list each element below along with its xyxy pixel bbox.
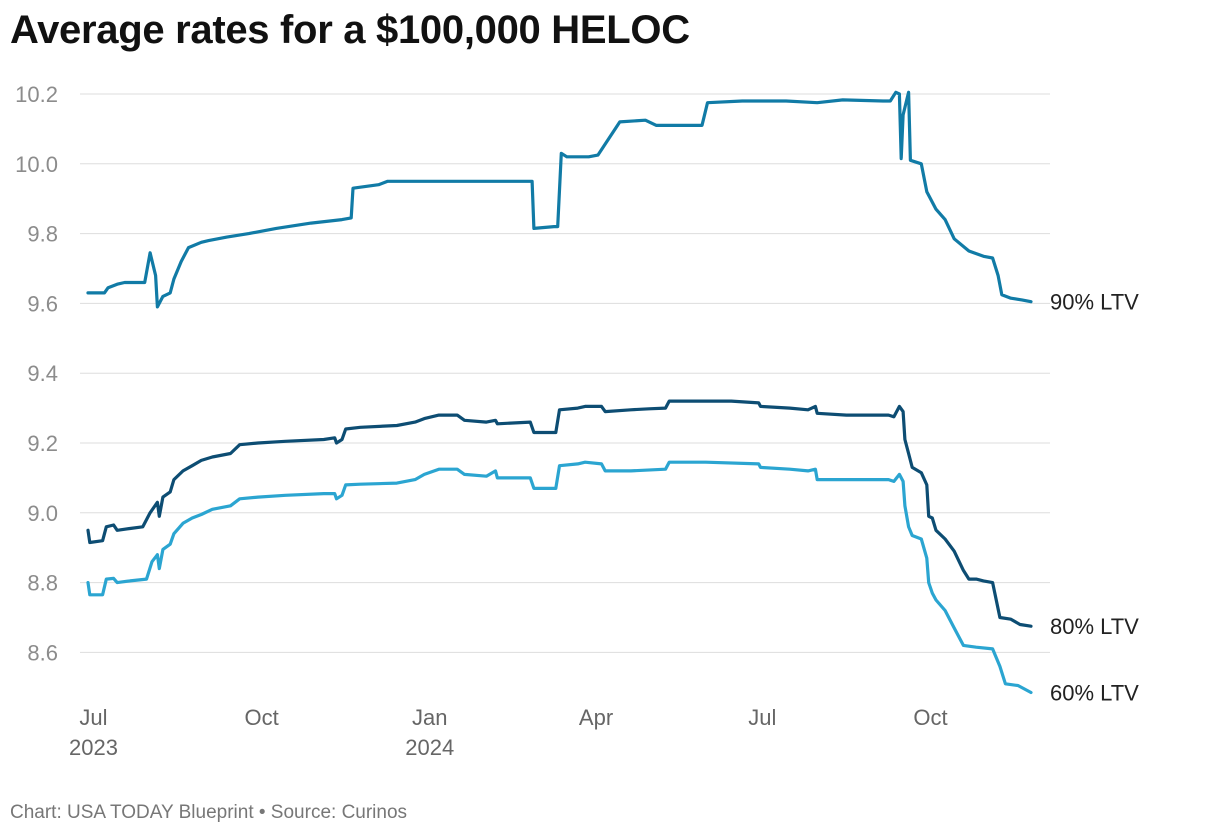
x-tick-label: Oct <box>913 705 947 730</box>
series-line-80-ltv <box>86 399 1033 628</box>
series-label: 80% LTV <box>1050 614 1139 639</box>
x-tick-year-label: 2023 <box>69 735 118 760</box>
x-axis-ticks: Jul 2023 Oct Jan 2024 Apr Jul Oct <box>69 705 948 760</box>
x-tick-label: Apr <box>579 705 613 730</box>
chart-source-footer: Chart: USA TODAY Blueprint • Source: Cur… <box>10 802 408 823</box>
y-tick-label: 10.2 <box>15 82 58 107</box>
chart-title: Average rates for a $100,000 HELOC <box>10 8 690 52</box>
x-tick-label: Oct <box>244 705 278 730</box>
y-tick-label: 9.2 <box>27 431 58 456</box>
series-label: 90% LTV <box>1050 290 1139 315</box>
y-tick-label: 9.0 <box>27 501 58 526</box>
series-line-60-ltv <box>86 460 1033 695</box>
series-lines <box>86 90 1033 695</box>
y-tick-label: 9.6 <box>27 291 58 316</box>
y-tick-label: 10.0 <box>15 152 58 177</box>
x-tick-year-label: 2024 <box>405 735 454 760</box>
series-line-90-ltv <box>86 90 1033 309</box>
y-tick-label: 8.6 <box>27 640 58 665</box>
y-tick-label: 9.8 <box>27 222 58 247</box>
y-tick-label: 9.4 <box>27 361 58 386</box>
x-tick-label: Jul <box>748 705 776 730</box>
series-label: 60% LTV <box>1050 681 1139 706</box>
series-labels: 90% LTV 80% LTV 60% LTV <box>1050 290 1139 706</box>
x-tick-label: Jan <box>412 705 447 730</box>
line-chart: 10.2 10.0 9.8 9.6 9.4 9.2 9.0 8.8 8.6 Jul 2023 Oct… <box>15 82 1139 760</box>
gridlines <box>80 93 1050 653</box>
y-axis-ticks: 10.2 10.0 9.8 9.6 9.4 9.2 9.0 8.8 8.6 <box>15 82 58 665</box>
y-tick-label: 8.8 <box>27 571 58 596</box>
x-tick-label: Jul <box>79 705 107 730</box>
